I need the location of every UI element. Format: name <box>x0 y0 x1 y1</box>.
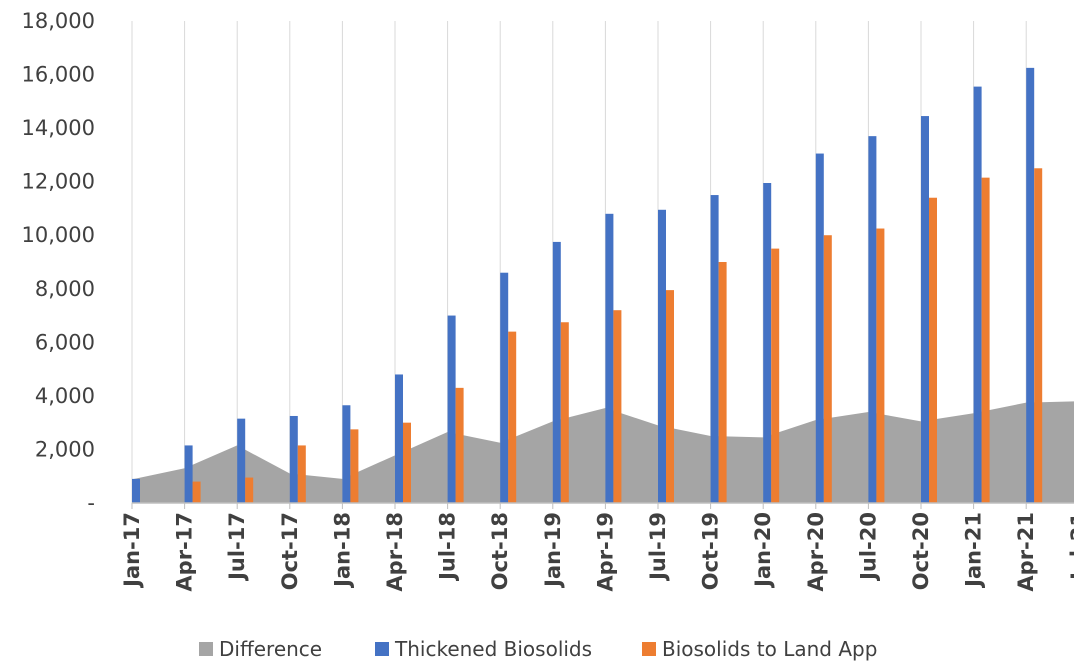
land-app-bar <box>508 331 517 503</box>
land-app-bar <box>929 197 937 503</box>
thickened-biosolids-bar <box>868 136 877 503</box>
x-tick-label: Oct-17 <box>278 512 302 590</box>
y-tick-label: 4,000 <box>35 384 95 408</box>
thickened-biosolids-bar <box>132 478 140 503</box>
legend-biosolids-to-land-app-label: Biosolids to Land App <box>662 637 877 661</box>
x-tick-label: Apr-18 <box>383 512 407 592</box>
legend-thickened-biosolids-label: Thickened Biosolids <box>394 637 592 661</box>
land-app-bar <box>350 429 359 503</box>
x-tick-label: Jan-21 <box>962 512 986 589</box>
y-tick-label: 10,000 <box>22 223 95 247</box>
land-app-bar <box>455 387 464 503</box>
x-tick-label: Jul-19 <box>646 512 670 582</box>
land-app-bar <box>613 310 622 503</box>
x-tick-label: Apr-21 <box>1014 512 1038 592</box>
legend-thickened-biosolids-swatch <box>375 642 389 656</box>
land-app-bar <box>1034 168 1043 503</box>
x-tick-label: Jul-17 <box>225 512 249 582</box>
legend: Difference Thickened Biosolids Biosolids t… <box>199 637 877 661</box>
axes-layer <box>131 502 1074 509</box>
thickened-biosolids-bar <box>921 116 929 504</box>
thickened-biosolids-bar <box>395 374 403 503</box>
difference-area <box>132 401 1074 503</box>
x-tick-label: Apr-20 <box>804 512 828 592</box>
thickened-biosolids-bar <box>658 209 666 504</box>
thickened-biosolids-bar <box>973 86 982 503</box>
x-tick-label: Jul-21 <box>1067 512 1074 582</box>
thickened-biosolids-bar <box>289 415 298 503</box>
land-app-bar <box>192 481 201 503</box>
thickened-biosolids-bar <box>1026 67 1035 503</box>
x-tick-label: Jan-20 <box>751 512 775 589</box>
legend-difference-label: Difference <box>219 637 322 661</box>
x-tick-label: Jul-18 <box>436 512 460 582</box>
thickened-biosolids-bar <box>447 315 456 503</box>
land-app-bar <box>823 235 832 503</box>
y-tick-label: 16,000 <box>22 63 95 87</box>
x-tick-label: Jul-20 <box>856 512 880 582</box>
thickened-biosolids-bar <box>500 272 509 503</box>
land-app-bar <box>403 422 411 503</box>
x-tick-label: Jan-18 <box>330 512 354 589</box>
y-tick-label: 8,000 <box>35 277 95 301</box>
land-app-bar <box>297 445 306 503</box>
x-tick-label: Apr-19 <box>593 512 617 592</box>
legend-difference-swatch <box>199 642 213 656</box>
y-tick-label: - <box>87 491 95 515</box>
land-app-bar <box>981 177 990 503</box>
x-axis-ticks: Jan-17 Apr-17 Jul-17 Oct-17 Jan-18 Apr-18 Jul-… <box>120 512 1074 592</box>
y-tick-label: 14,000 <box>22 116 95 140</box>
thickened-biosolids-bar <box>605 213 614 504</box>
thickened-biosolids-bar <box>184 445 193 503</box>
x-tick-label: Oct-20 <box>909 512 933 590</box>
y-tick-label: 18,000 <box>22 9 95 33</box>
x-tick-label: Jan-17 <box>120 512 144 589</box>
land-app-bar <box>666 290 674 503</box>
land-app-bar <box>771 248 780 503</box>
x-tick-label: Oct-19 <box>699 512 723 590</box>
thickened-biosolids-bar <box>815 153 824 504</box>
x-tick-label: Jan-19 <box>541 512 565 589</box>
land-app-bar <box>876 228 885 503</box>
thickened-biosolids-bar <box>763 183 772 503</box>
bars-layer <box>132 67 1043 504</box>
thickened-biosolids-bar <box>552 241 561 503</box>
x-tick-label: Oct-18 <box>488 512 512 590</box>
difference-area-layer <box>132 401 1074 503</box>
y-tick-label: 6,000 <box>35 330 95 354</box>
land-app-bar <box>718 262 727 503</box>
y-tick-label: 12,000 <box>22 170 95 194</box>
y-tick-label: 2,000 <box>35 437 95 461</box>
land-app-bar <box>245 477 254 503</box>
legend-biosolids-to-land-app-swatch <box>642 642 656 656</box>
thickened-biosolids-bar <box>237 418 246 503</box>
land-app-bar <box>560 322 569 503</box>
y-axis-ticks: - 2,000 4,000 6,000 8,000 10,000 12,000 14,000 1… <box>22 9 95 515</box>
thickened-biosolids-bar <box>710 195 719 504</box>
x-tick-label: Apr-17 <box>173 512 197 592</box>
thickened-biosolids-bar <box>342 405 351 503</box>
